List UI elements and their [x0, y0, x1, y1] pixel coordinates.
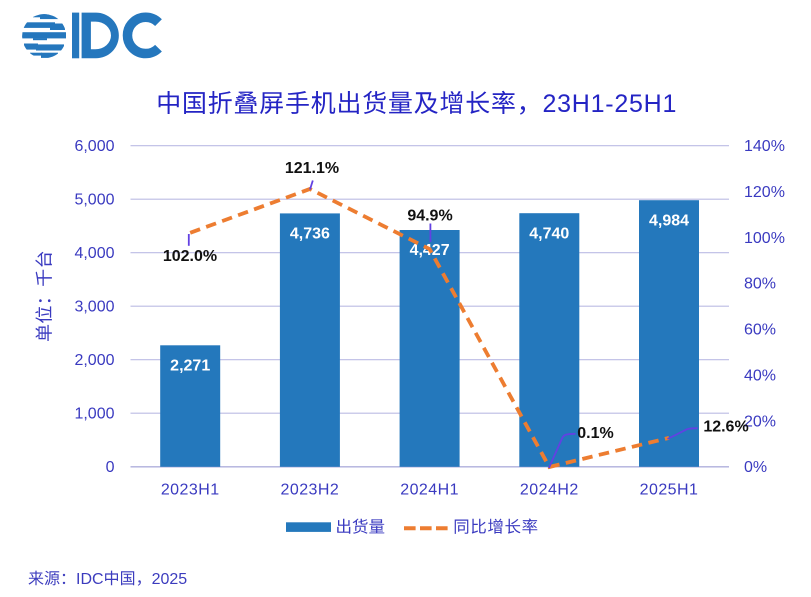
svg-text:0.1%: 0.1% — [577, 425, 613, 442]
svg-text:2,000: 2,000 — [74, 352, 114, 369]
svg-text:80%: 80% — [744, 276, 776, 293]
svg-text:4,740: 4,740 — [529, 225, 569, 242]
svg-text:1,000: 1,000 — [74, 406, 114, 423]
svg-text:2023H2: 2023H2 — [281, 482, 340, 499]
svg-text:121.1%: 121.1% — [285, 160, 339, 177]
svg-text:140%: 140% — [744, 138, 785, 155]
svg-text:6,000: 6,000 — [74, 138, 114, 155]
svg-text:12.6%: 12.6% — [703, 419, 748, 436]
svg-text:2024H2: 2024H2 — [520, 482, 579, 499]
svg-text:IDC: IDC — [76, 571, 104, 588]
svg-text:4,000: 4,000 — [74, 245, 114, 262]
svg-text:2023H1: 2023H1 — [161, 482, 220, 499]
svg-text:100%: 100% — [744, 230, 785, 247]
svg-text:40%: 40% — [744, 368, 776, 385]
svg-text:2025H1: 2025H1 — [640, 482, 699, 499]
svg-text:4,736: 4,736 — [290, 226, 330, 243]
svg-text:120%: 120% — [744, 184, 785, 201]
svg-text:5,000: 5,000 — [74, 192, 114, 209]
svg-text:3,000: 3,000 — [74, 299, 114, 316]
svg-text:20%: 20% — [744, 413, 776, 430]
svg-text:2,271: 2,271 — [170, 357, 210, 374]
svg-text:102.0%: 102.0% — [163, 248, 217, 265]
svg-text:2024H1: 2024H1 — [400, 482, 459, 499]
svg-text:60%: 60% — [744, 322, 776, 339]
svg-text:0: 0 — [106, 459, 115, 476]
svg-text:2025: 2025 — [152, 571, 188, 588]
svg-text:4,984: 4,984 — [649, 212, 689, 229]
svg-text:23H1-25H1: 23H1-25H1 — [543, 90, 678, 118]
svg-text:0%: 0% — [744, 459, 767, 476]
svg-text:94.9%: 94.9% — [407, 208, 452, 225]
